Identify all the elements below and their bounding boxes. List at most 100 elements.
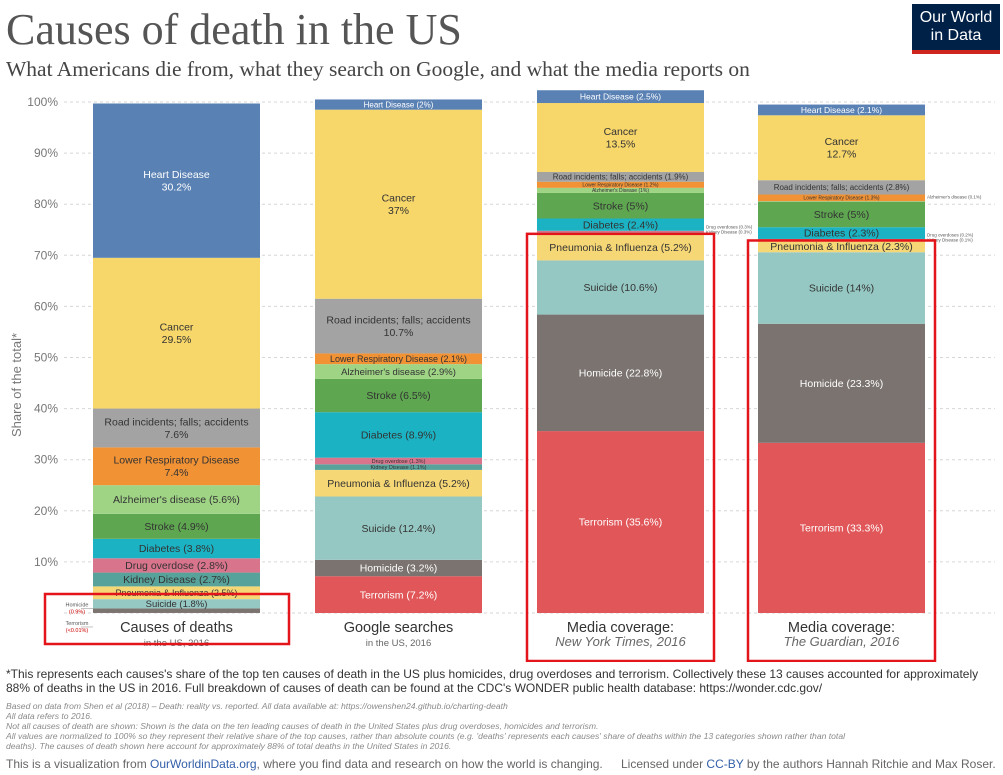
bar-label: Heart Disease (2.1%): [801, 105, 882, 115]
bar-label: Stroke (5%): [593, 200, 648, 212]
bar-segment: [93, 257, 260, 409]
credit-suffix: , where you find data and research on ho…: [256, 757, 603, 771]
page-subtitle: What Americans die from, what they searc…: [6, 57, 750, 81]
owid-link[interactable]: OurWorldinData.org: [150, 757, 257, 771]
bar-label: 7.6%: [165, 429, 189, 441]
y-axis-label: Share of the total*: [9, 333, 24, 437]
side-annotation: Drug overdoses (0.2%): [927, 232, 974, 237]
category-label: Media coverage:: [567, 620, 674, 636]
bar-segment: [93, 558, 260, 573]
y-tick-label: 40%: [34, 402, 58, 416]
bar-label: Homicide (22.8%): [579, 368, 662, 380]
bar-segment: [537, 103, 704, 173]
bar-label: 30.2%: [162, 182, 192, 194]
bar-label: Lower Respiratory Disease: [113, 455, 239, 467]
y-tick-label: 100%: [27, 95, 58, 109]
bar-label: Suicide (14%): [809, 283, 874, 295]
bar-label: Pneumonia & Influenza (5.2%): [327, 478, 469, 490]
bar-segment: [758, 323, 925, 443]
footnote: *This represents each causes's share of …: [6, 667, 979, 695]
bar-label: Suicide (10.6%): [583, 282, 657, 294]
bar-label: Pneumonia & Influenza (2.3%): [770, 241, 912, 253]
y-tick-label: 90%: [34, 146, 58, 160]
bar-segment: [315, 412, 482, 458]
bar-segment: [758, 180, 925, 195]
bar-label: Stroke (4.9%): [144, 521, 208, 533]
bar-segment: [93, 608, 260, 613]
bar-label: Alzheimer's disease (2.9%): [341, 367, 456, 378]
side-annotation: Homicide: [66, 603, 89, 609]
highlight-box: [43, 592, 291, 646]
license-prefix: Licensed under: [621, 757, 707, 771]
bar-label: Cancer: [382, 193, 416, 205]
bar-segment: [93, 485, 260, 514]
bar-label: Homicide (23.3%): [800, 378, 883, 390]
bar-segment: [315, 364, 482, 379]
bar-segment: [758, 201, 925, 202]
source-line: deaths). The causes of death shown here …: [6, 741, 452, 751]
side-annotation: Kidney Disease (0.3%): [706, 230, 752, 235]
bar-segment: [315, 457, 482, 465]
side-annotation: Alzheimer's disease (0.1%): [927, 194, 982, 199]
bar-label: Pneumonia & Influenza (5.2%): [549, 242, 691, 254]
credit-prefix: This is a visualization from: [6, 757, 151, 771]
y-tick-label: 20%: [34, 504, 58, 518]
bar-label: Heart Disease: [143, 169, 210, 181]
bar-segment: [537, 181, 704, 188]
bar-label: Road incidents; falls; accidents: [326, 314, 470, 326]
source-line: All data refers to 2016.: [6, 711, 93, 721]
bar-label: Homicide (3.2%): [360, 563, 438, 575]
side-annotation: Kidney Disease (0.1%): [927, 237, 973, 242]
bar-segment: [537, 172, 704, 182]
category-sublabel: in the US, 2016: [366, 638, 432, 649]
bar-segment: [537, 90, 704, 104]
y-tick-label: 70%: [34, 248, 58, 262]
bar-segment: [93, 572, 260, 587]
bar-segment: [537, 230, 704, 233]
bar-label: 37%: [388, 205, 409, 217]
bar-label: Suicide (12.4%): [361, 523, 435, 535]
bar-label: Lower Respiratory Disease (2.1%): [330, 354, 467, 364]
bar-label: Alzheimer's Disease (1%): [592, 188, 649, 194]
side-annotation: Drug overdoses (0.3%): [706, 225, 753, 230]
bar-segment: [315, 353, 482, 365]
bar-label: Heart Disease (2.5%): [580, 92, 661, 102]
stacked-bar-chart: 10% 20% 30% 40% 50% 60% 70% 80% 90% 100% Share of …: [9, 90, 995, 662]
bar-segment: [315, 559, 482, 577]
bar-segment: [758, 240, 925, 253]
bar-segment: [537, 260, 704, 315]
bar-segment: [537, 431, 704, 613]
bar-segment: [537, 187, 704, 193]
bar-label: Road incidents; falls; accidents (2.8%): [774, 183, 910, 192]
bar-label: Kidney Disease (1.1%): [371, 465, 427, 471]
bar-segment: [758, 115, 925, 181]
bar-segment: [315, 496, 482, 560]
bar-label: Road incidents; falls; accidents (1.9%): [553, 173, 689, 182]
source-line: All values are normalized to 100% so the…: [6, 731, 846, 741]
bar-segment: [758, 201, 925, 228]
bar-label: Diabetes (3.8%): [139, 543, 214, 555]
bar-segment: [93, 408, 260, 448]
bar-segment: [537, 218, 704, 231]
bar-segment: [315, 109, 482, 299]
bar-segment: [315, 99, 482, 110]
license-suffix: by the authors Hannah Ritchie and Max Ro…: [743, 757, 996, 771]
bar-label: 29.5%: [162, 334, 192, 346]
bar-label: Diabetes (2.4%): [583, 219, 658, 231]
y-tick-label: 30%: [34, 453, 58, 467]
bar-label: Terrorism (33.3%): [800, 523, 883, 535]
bar-label: Cancer: [160, 322, 194, 334]
bar-label: Road incidents; falls; accidents: [104, 416, 248, 428]
y-tick-label: 10%: [34, 555, 58, 569]
cc-by-link[interactable]: CC-BY: [706, 757, 744, 771]
visualization-credit: This is a visualization from OurWorldinD…: [6, 757, 603, 771]
bar-segment: [93, 447, 260, 486]
bar-segment: [315, 469, 482, 497]
bar-segment: [758, 194, 925, 202]
bar-label: Diabetes (2.3%): [804, 228, 879, 240]
bar-segment: [315, 464, 482, 470]
owid-logo[interactable]: Our World in Data: [912, 4, 1000, 54]
bar-segment: [93, 513, 260, 539]
bar-segment: [758, 252, 925, 324]
bar-label: Diabetes (8.9%): [361, 430, 436, 442]
